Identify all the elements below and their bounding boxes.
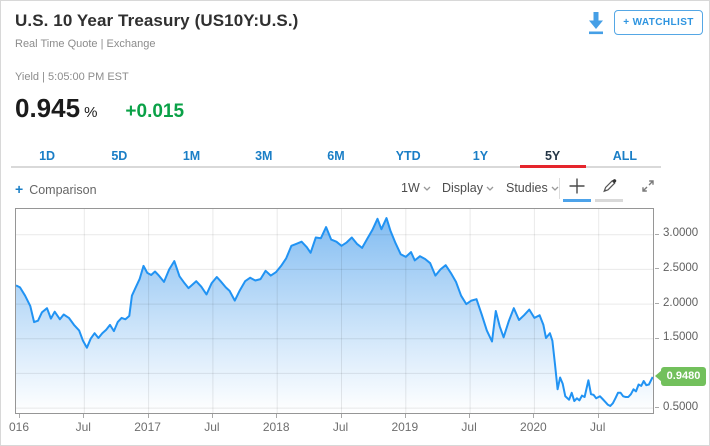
tab-all[interactable]: ALL [612,149,638,163]
y-tick-mark [655,407,659,409]
x-tick-label: 2019 [391,420,419,434]
x-tick-label: Jul [461,420,477,434]
x-tick-label: 016 [8,420,30,434]
chart-area [16,218,653,413]
chevron-down-icon [486,186,494,191]
chart-toolbar: + Comparison 1W Display Studies [1,177,709,203]
x-tick-label: 2018 [262,420,290,434]
tab-5d[interactable]: 5D [111,149,128,163]
expand-icon [642,180,654,192]
chart-canvas [16,209,653,413]
quote-subtitle: Real Time Quote | Exchange [15,38,156,50]
x-tick-mark [276,414,278,418]
display-dropdown[interactable]: Display [442,181,494,195]
fullscreen-button[interactable] [634,177,662,201]
tab-ytd[interactable]: YTD [395,149,421,163]
tab-3m[interactable]: 3M [255,149,273,163]
tab-1y[interactable]: 1Y [472,149,489,163]
y-tick-label: 2.5000 [663,261,699,274]
x-tick-mark [147,414,149,418]
y-tick-label: 2.0000 [663,296,699,309]
x-tick-mark [533,414,535,418]
y-tick-mark [655,268,659,270]
x-tick-label: 2017 [134,420,161,434]
price-row: 0.945 % +0.015 [15,93,184,124]
studies-dropdown[interactable]: Studies [506,181,559,195]
grid [16,209,653,413]
price-chart[interactable] [15,208,654,414]
y-tick-mark [655,303,659,305]
price-value: 0.945 [15,93,81,123]
page-title: U.S. 10 Year Treasury (US10Y:U.S.) [15,11,299,30]
chart-line [16,217,653,407]
x-tick-label: Jul [204,420,220,434]
x-axis: 016Jul2017Jul2018Jul2019Jul2020Jul2 [1,420,659,434]
y-tick-label: 3.0000 [663,227,699,240]
y-tick-label: 1.5000 [663,331,699,344]
crosshair-icon [569,178,585,194]
chevron-down-icon [551,186,559,191]
last-price-badge: 0.9480 [655,366,706,386]
toolbar-divider [559,178,560,199]
price-change: +0.015 [125,101,185,122]
draw-tool-button[interactable] [595,177,623,202]
x-tick-mark [597,414,599,418]
x-tick-mark [19,414,20,418]
quote-meta: Yield | 5:05:00 PM EST [15,71,129,83]
x-tick-mark [211,414,213,418]
tab-5y[interactable]: 5Y [517,147,589,168]
chevron-down-icon [423,186,431,191]
x-tick-label: 2020 [520,420,547,434]
y-tick-mark [655,233,659,235]
display-label: Display [442,181,483,195]
tab-1d[interactable]: 1D [39,149,56,163]
price-unit: % [84,104,98,121]
x-tick-label: Jul [75,420,91,434]
tab-6m[interactable]: 6M [327,149,345,163]
x-tick-label: Jul [332,420,349,434]
tab-1m[interactable]: 1M [182,149,201,163]
add-watchlist-button[interactable]: + WATCHLIST [614,10,703,35]
interval-dropdown[interactable]: 1W [401,181,431,195]
y-tick-label: 0.5000 [663,400,699,413]
y-tick-mark [655,337,659,339]
x-tick-mark [340,414,342,418]
crosshair-tool-button[interactable] [563,177,591,202]
x-tick-mark [83,414,85,418]
range-tabs: 1D 5D 1M 3M 6M YTD 1Y 5Y ALL [11,147,661,168]
download-button[interactable] [584,10,608,38]
x-tick-label: Jul [590,420,606,434]
x-tick-mark [469,414,471,418]
comparison-button[interactable]: + Comparison [15,181,97,197]
pencil-icon [603,179,617,193]
studies-label: Studies [506,181,548,195]
comparison-label: Comparison [29,183,97,197]
plus-icon: + [15,181,24,197]
download-icon [589,12,603,35]
x-tick-mark [404,414,406,418]
interval-value: 1W [401,181,420,195]
